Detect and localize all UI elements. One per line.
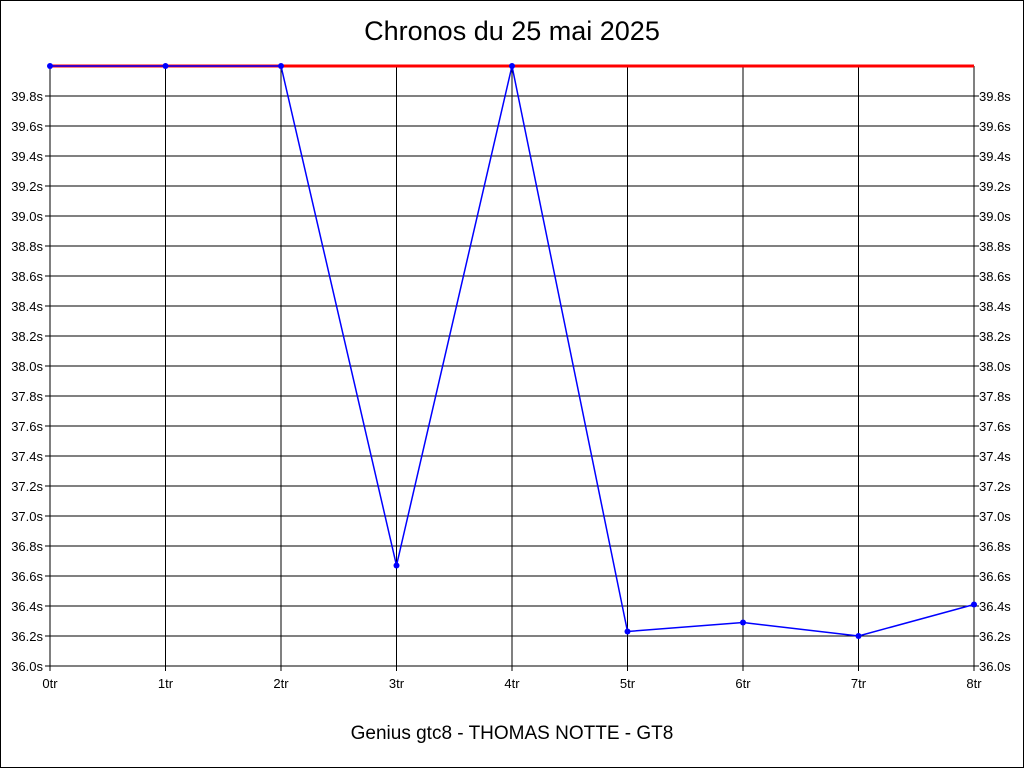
y-tick-label-right: 38.6s (979, 269, 1011, 284)
y-tick-label-right: 37.4s (979, 449, 1011, 464)
y-tick-label-right: 36.4s (979, 599, 1011, 614)
y-tick-label-right: 36.8s (979, 539, 1011, 554)
y-tick-label-left: 39.4s (11, 149, 43, 164)
y-tick-label-left: 36.0s (11, 659, 43, 674)
x-tick-label: 6tr (735, 676, 751, 691)
y-tick-label-left: 38.0s (11, 359, 43, 374)
y-tick-label-right: 37.6s (979, 419, 1011, 434)
y-tick-label-right: 39.4s (979, 149, 1011, 164)
data-point (278, 63, 284, 69)
y-tick-label-left: 39.2s (11, 179, 43, 194)
y-tick-label-left: 38.4s (11, 299, 43, 314)
y-tick-label-right: 38.8s (979, 239, 1011, 254)
y-tick-label-left: 37.8s (11, 389, 43, 404)
y-tick-label-right: 36.6s (979, 569, 1011, 584)
x-tick-label: 0tr (42, 676, 58, 691)
x-tick-label: 4tr (504, 676, 520, 691)
data-point (971, 601, 977, 608)
y-tick-label-left: 37.0s (11, 509, 43, 524)
data-point (624, 628, 631, 635)
x-tick-label: 7tr (851, 676, 867, 691)
x-tick-label: 5tr (620, 676, 636, 691)
y-tick-label-left: 36.2s (11, 629, 43, 644)
data-point (47, 63, 53, 69)
y-tick-label-right: 39.0s (979, 209, 1011, 224)
y-tick-label-right: 39.6s (979, 119, 1011, 134)
y-tick-label-left: 36.8s (11, 539, 43, 554)
data-point (162, 63, 169, 69)
y-tick-label-left: 39.6s (11, 119, 43, 134)
data-point (855, 633, 862, 639)
y-tick-label-left: 38.6s (11, 269, 43, 284)
x-tick-label: 3tr (389, 676, 405, 691)
y-tick-label-left: 36.4s (11, 599, 43, 614)
y-tick-label-left: 37.4s (11, 449, 43, 464)
y-tick-label-right: 36.2s (979, 629, 1011, 644)
x-tick-label: 8tr (966, 676, 982, 691)
x-tick-label: 2tr (273, 676, 289, 691)
y-tick-label-left: 37.6s (11, 419, 43, 434)
chart-title: Chronos du 25 mai 2025 (364, 16, 660, 46)
y-tick-label-left: 38.8s (11, 239, 43, 254)
chart-subtitle: Genius gtc8 - THOMAS NOTTE - GT8 (350, 723, 674, 744)
y-tick-label-right: 37.0s (979, 509, 1011, 524)
y-tick-label-right: 37.8s (979, 389, 1011, 404)
y-tick-label-right: 38.2s (979, 329, 1011, 344)
y-tick-label-left: 37.2s (11, 479, 43, 494)
y-tick-label-right: 36.0s (979, 659, 1011, 674)
y-tick-label-left: 36.6s (11, 569, 43, 584)
y-tick-label-left: 39.0s (11, 209, 43, 224)
data-point (740, 619, 746, 626)
y-tick-label-left: 38.2s (11, 329, 43, 344)
y-tick-label-right: 39.2s (979, 179, 1011, 194)
data-point (393, 562, 400, 569)
y-tick-label-right: 39.8s (979, 89, 1011, 104)
y-tick-label-right: 37.2s (979, 479, 1011, 494)
y-tick-label-left: 39.8s (11, 89, 43, 104)
y-tick-label-right: 38.4s (979, 299, 1011, 314)
x-tick-label: 1tr (158, 676, 174, 691)
data-point (509, 63, 515, 69)
y-tick-label-right: 38.0s (979, 359, 1011, 374)
